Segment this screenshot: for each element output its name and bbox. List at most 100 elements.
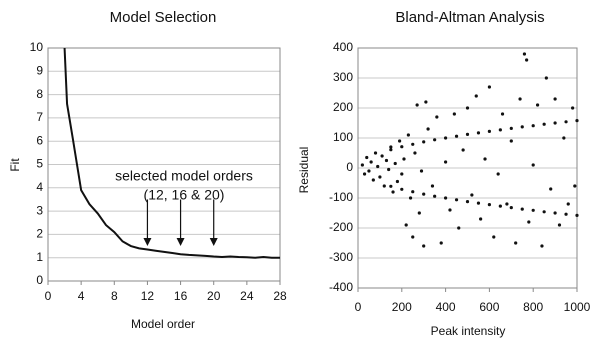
- point: [424, 100, 428, 104]
- point: [562, 136, 566, 140]
- point: [448, 208, 452, 212]
- point: [422, 140, 426, 144]
- x-tick-label: 0: [355, 300, 362, 314]
- point: [518, 97, 522, 101]
- point: [391, 190, 395, 194]
- plot-frame: [357, 47, 578, 289]
- point: [566, 202, 570, 206]
- point: [573, 184, 577, 188]
- x-tick-label: 12: [141, 289, 155, 303]
- point: [387, 167, 391, 172]
- point: [402, 157, 406, 161]
- y-tick-label: 4: [36, 180, 43, 194]
- point: [522, 52, 527, 56]
- point: [444, 196, 448, 200]
- point: [417, 211, 421, 215]
- point: [509, 126, 513, 130]
- point: [487, 85, 491, 89]
- point: [542, 210, 546, 214]
- x-tick-label: 20: [207, 289, 221, 303]
- point: [398, 139, 402, 143]
- y-tick-label: 100: [333, 130, 353, 144]
- point: [415, 103, 419, 107]
- x-tick-label: 28: [273, 289, 287, 303]
- line: [63, 47, 280, 259]
- point: [389, 184, 393, 188]
- point: [406, 133, 410, 137]
- y-axis-label: Residual: [297, 147, 311, 194]
- point: [527, 220, 531, 224]
- point: [439, 241, 443, 245]
- point: [365, 155, 369, 160]
- point: [575, 119, 579, 123]
- x-tick-label: 200: [392, 300, 412, 314]
- point: [496, 172, 500, 176]
- point: [476, 131, 481, 135]
- point: [411, 190, 415, 194]
- point: [571, 106, 575, 110]
- x-tick-label: 1000: [564, 300, 591, 314]
- point: [371, 178, 375, 182]
- point: [408, 196, 413, 200]
- point: [487, 129, 491, 133]
- y-tick-label: 400: [333, 40, 353, 54]
- y-tick-label: 1: [36, 250, 43, 264]
- point: [426, 127, 430, 131]
- y-tick-label: -100: [329, 190, 353, 204]
- point: [470, 193, 474, 197]
- point: [380, 154, 384, 158]
- y-tick-label: 7: [36, 110, 43, 124]
- point: [461, 148, 465, 152]
- y-tick-label: -200: [329, 220, 353, 234]
- point: [411, 235, 415, 239]
- point: [525, 58, 529, 62]
- point: [400, 187, 404, 191]
- point: [520, 125, 524, 129]
- point: [395, 179, 400, 184]
- point: [465, 132, 470, 136]
- point: [498, 128, 502, 132]
- point: [514, 241, 518, 245]
- point: [564, 120, 568, 124]
- point: [435, 115, 439, 119]
- point: [531, 163, 535, 167]
- point: [492, 235, 496, 239]
- point: [422, 244, 426, 248]
- point: [542, 122, 546, 126]
- y-tick-label: -400: [329, 280, 353, 294]
- y-tick-label: 10: [30, 40, 44, 54]
- point: [373, 151, 378, 155]
- point: [540, 244, 544, 248]
- point: [505, 202, 509, 206]
- y-tick-label: 0: [346, 160, 353, 174]
- y-axis-label: Fit: [8, 158, 22, 172]
- point: [457, 226, 461, 230]
- plot-frame: [47, 47, 281, 282]
- point: [454, 198, 459, 202]
- x-tick-label: 4: [78, 289, 85, 303]
- point: [465, 200, 470, 204]
- x-tick-label: 8: [111, 289, 118, 303]
- point: [430, 184, 435, 188]
- point: [465, 106, 470, 110]
- arrow-head: [176, 238, 185, 247]
- point: [444, 136, 448, 140]
- point: [452, 112, 456, 116]
- annotation: (12, 16 & 20): [144, 187, 225, 203]
- point: [362, 172, 367, 176]
- point: [544, 76, 548, 80]
- arrow-head: [143, 238, 152, 247]
- point: [553, 121, 557, 125]
- point: [549, 187, 553, 191]
- x-axis-label: Peak intensity: [431, 324, 506, 338]
- y-tick-label: 5: [36, 157, 43, 171]
- point: [487, 203, 491, 207]
- x-tick-label: 0: [45, 289, 52, 303]
- arrow-head: [209, 238, 218, 247]
- point: [378, 175, 382, 179]
- point: [433, 138, 437, 142]
- point: [553, 211, 557, 215]
- point: [369, 160, 373, 164]
- point: [575, 213, 579, 217]
- chart-title: Bland-Altman Analysis: [395, 9, 544, 26]
